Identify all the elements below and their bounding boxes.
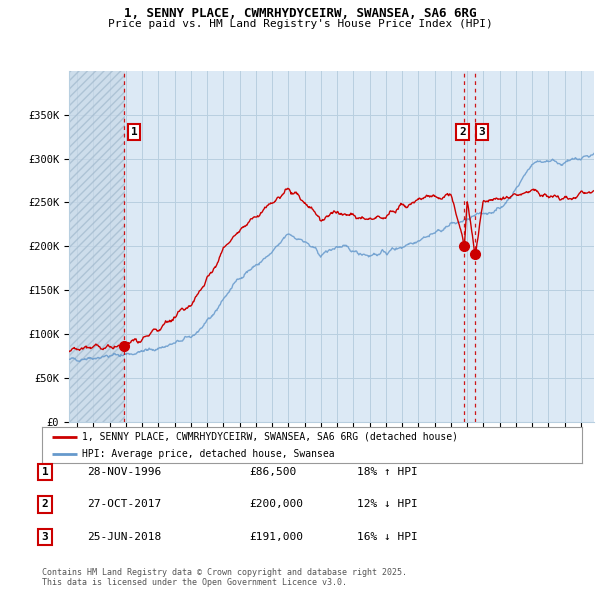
Text: Contains HM Land Registry data © Crown copyright and database right 2025.
This d: Contains HM Land Registry data © Crown c… <box>42 568 407 587</box>
Text: 1, SENNY PLACE, CWMRHYDYCEIRW, SWANSEA, SA6 6RG: 1, SENNY PLACE, CWMRHYDYCEIRW, SWANSEA, … <box>124 7 476 20</box>
Text: £191,000: £191,000 <box>249 532 303 542</box>
Text: 2: 2 <box>459 127 466 137</box>
Text: 27-OCT-2017: 27-OCT-2017 <box>87 500 161 509</box>
Text: £86,500: £86,500 <box>249 467 296 477</box>
Text: 28-NOV-1996: 28-NOV-1996 <box>87 467 161 477</box>
Text: 12% ↓ HPI: 12% ↓ HPI <box>357 500 418 509</box>
Bar <box>69 71 125 422</box>
Text: Price paid vs. HM Land Registry's House Price Index (HPI): Price paid vs. HM Land Registry's House … <box>107 19 493 29</box>
Text: 18% ↑ HPI: 18% ↑ HPI <box>357 467 418 477</box>
Text: £200,000: £200,000 <box>249 500 303 509</box>
Text: HPI: Average price, detached house, Swansea: HPI: Average price, detached house, Swan… <box>83 449 335 459</box>
Text: 1: 1 <box>131 127 137 137</box>
Text: 3: 3 <box>41 532 49 542</box>
Text: 1, SENNY PLACE, CWMRHYDYCEIRW, SWANSEA, SA6 6RG (detached house): 1, SENNY PLACE, CWMRHYDYCEIRW, SWANSEA, … <box>83 432 458 442</box>
Text: 16% ↓ HPI: 16% ↓ HPI <box>357 532 418 542</box>
Text: 3: 3 <box>479 127 485 137</box>
Text: 2: 2 <box>41 500 49 509</box>
Text: 25-JUN-2018: 25-JUN-2018 <box>87 532 161 542</box>
Text: 1: 1 <box>41 467 49 477</box>
